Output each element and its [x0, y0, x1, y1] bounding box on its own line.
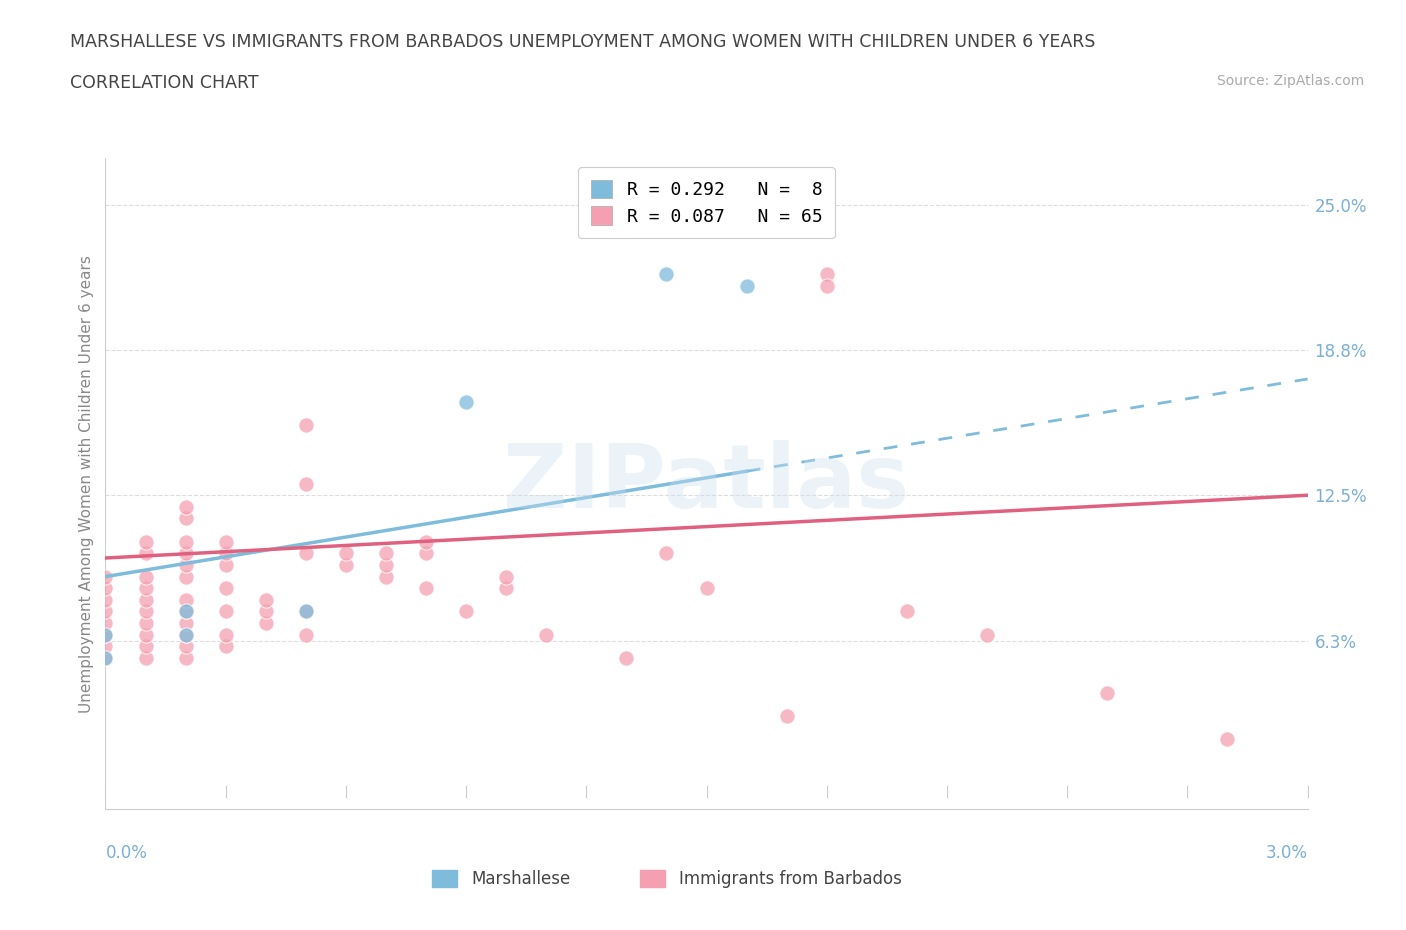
- Point: [174, 546, 197, 561]
- Point: [1097, 685, 1119, 700]
- Point: [94, 651, 117, 666]
- Point: [454, 604, 477, 619]
- Legend: R = 0.292   N =  8, R = 0.087   N = 65: R = 0.292 N = 8, R = 0.087 N = 65: [578, 167, 835, 238]
- Point: [135, 546, 157, 561]
- Point: [174, 499, 197, 514]
- Point: [174, 616, 197, 631]
- Point: [374, 557, 398, 572]
- Point: [174, 627, 197, 642]
- Point: [94, 639, 117, 654]
- Point: [174, 557, 197, 572]
- Point: [295, 476, 318, 491]
- Point: [94, 627, 117, 642]
- Point: [295, 627, 318, 642]
- Point: [174, 604, 197, 619]
- Point: [135, 639, 157, 654]
- Point: [374, 546, 398, 561]
- Point: [976, 627, 998, 642]
- Point: [214, 627, 236, 642]
- Point: [174, 569, 197, 584]
- Point: [94, 569, 117, 584]
- Point: [135, 627, 157, 642]
- Point: [415, 580, 437, 595]
- Point: [815, 279, 838, 294]
- Point: [655, 546, 678, 561]
- Point: [815, 267, 838, 282]
- Text: MARSHALLESE VS IMMIGRANTS FROM BARBADOS UNEMPLOYMENT AMONG WOMEN WITH CHILDREN U: MARSHALLESE VS IMMIGRANTS FROM BARBADOS …: [70, 33, 1095, 50]
- Point: [295, 418, 318, 433]
- Point: [174, 534, 197, 549]
- Text: 3.0%: 3.0%: [1265, 844, 1308, 862]
- Point: [335, 557, 357, 572]
- Y-axis label: Unemployment Among Women with Children Under 6 years: Unemployment Among Women with Children U…: [79, 255, 94, 712]
- Point: [214, 639, 236, 654]
- Point: [896, 604, 918, 619]
- Point: [94, 592, 117, 607]
- Point: [174, 639, 197, 654]
- Point: [135, 604, 157, 619]
- Point: [655, 267, 678, 282]
- Point: [254, 592, 277, 607]
- Point: [94, 616, 117, 631]
- Point: [254, 616, 277, 631]
- Text: Source: ZipAtlas.com: Source: ZipAtlas.com: [1216, 74, 1364, 88]
- Point: [335, 546, 357, 561]
- Point: [214, 580, 236, 595]
- Point: [696, 580, 718, 595]
- Point: [454, 394, 477, 409]
- Text: ZIPatlas: ZIPatlas: [503, 440, 910, 527]
- Text: Immigrants from Barbados: Immigrants from Barbados: [679, 870, 903, 888]
- Point: [94, 580, 117, 595]
- Point: [374, 569, 398, 584]
- Point: [415, 546, 437, 561]
- Text: CORRELATION CHART: CORRELATION CHART: [70, 74, 259, 92]
- Point: [135, 580, 157, 595]
- Point: [214, 534, 236, 549]
- Point: [94, 627, 117, 642]
- Point: [735, 279, 758, 294]
- Point: [174, 651, 197, 666]
- Point: [1216, 732, 1239, 747]
- Point: [135, 569, 157, 584]
- Point: [94, 604, 117, 619]
- Text: Marshallese: Marshallese: [471, 870, 571, 888]
- Point: [94, 651, 117, 666]
- Point: [495, 569, 517, 584]
- Point: [295, 604, 318, 619]
- Point: [295, 546, 318, 561]
- Point: [214, 546, 236, 561]
- Point: [174, 592, 197, 607]
- Point: [214, 604, 236, 619]
- Point: [135, 651, 157, 666]
- Point: [174, 604, 197, 619]
- Point: [135, 616, 157, 631]
- Text: 0.0%: 0.0%: [105, 844, 148, 862]
- Point: [135, 534, 157, 549]
- Point: [174, 627, 197, 642]
- Point: [776, 709, 799, 724]
- Point: [214, 557, 236, 572]
- Point: [295, 604, 318, 619]
- Point: [135, 592, 157, 607]
- Point: [415, 534, 437, 549]
- Point: [495, 580, 517, 595]
- Point: [174, 512, 197, 526]
- Point: [254, 604, 277, 619]
- Point: [616, 651, 638, 666]
- Point: [534, 627, 557, 642]
